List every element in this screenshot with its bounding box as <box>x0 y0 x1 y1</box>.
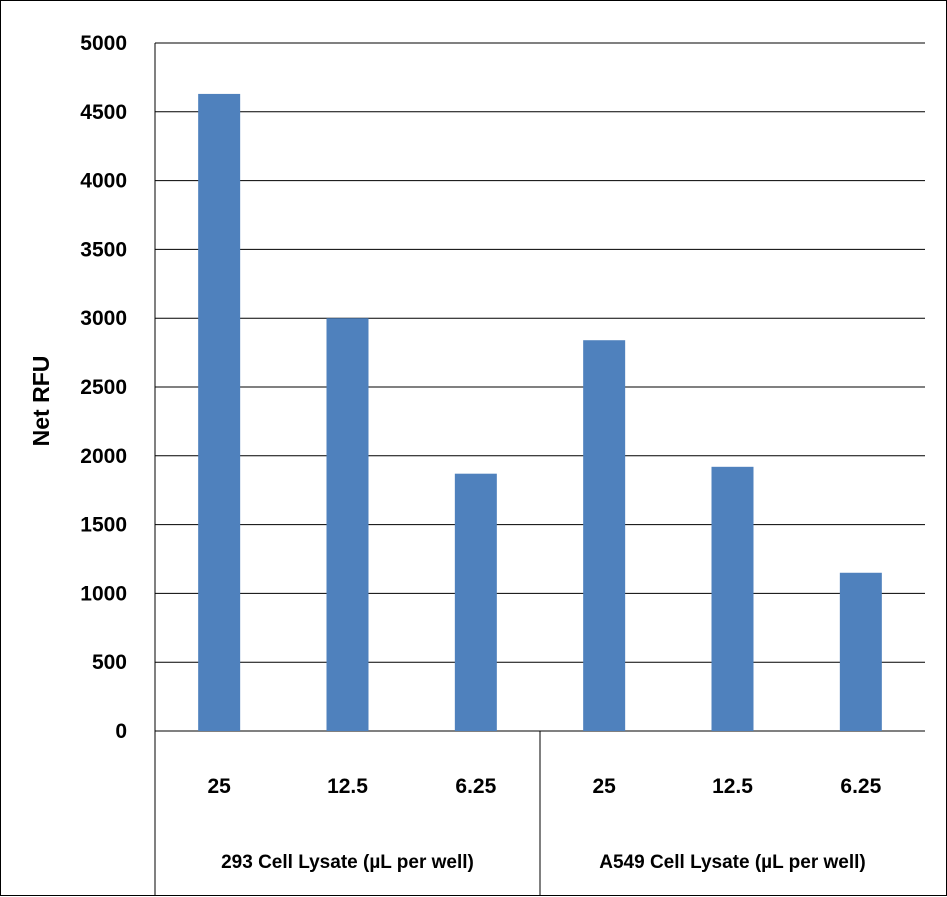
bar <box>712 467 754 731</box>
x-category-label: 12.5 <box>712 775 753 798</box>
y-tick-label: 3500 <box>80 238 127 261</box>
y-tick-label: 2000 <box>80 445 127 468</box>
y-axis-title: Net RFU <box>28 356 54 447</box>
y-tick-labels: 0 500 1000 1500 2000 2500 3000 3500 4000 4500 5000 <box>80 32 127 743</box>
y-tick-label: 1500 <box>80 514 127 537</box>
bars <box>198 94 882 731</box>
x-category-label: 12.5 <box>327 775 368 798</box>
bar <box>583 340 625 731</box>
y-tick-label: 4500 <box>80 101 127 124</box>
bar <box>327 318 369 731</box>
bar <box>840 573 882 731</box>
x-group-label: 293 Cell Lysate (µL per well) <box>221 852 474 873</box>
x-category-label: 6.25 <box>840 775 881 798</box>
x-category-label: 25 <box>207 775 231 798</box>
y-tick-label: 2500 <box>80 376 127 399</box>
y-tick-label: 0 <box>115 720 127 743</box>
y-tick-label: 4000 <box>80 170 127 193</box>
y-tick-label: 1000 <box>80 582 127 605</box>
bar <box>455 474 497 731</box>
y-tick-label: 500 <box>92 651 127 674</box>
category-axis: 25 12.5 6.25 25 12.5 6.25 293 Cell Lysate (µL … <box>207 731 881 896</box>
bar <box>198 94 240 731</box>
x-category-label: 6.25 <box>455 775 496 798</box>
y-tick-label: 3000 <box>80 307 127 330</box>
y-tick-label: 5000 <box>80 32 127 55</box>
x-category-label: 25 <box>592 775 616 798</box>
x-group-label: A549 Cell Lysate (µL per well) <box>599 852 866 873</box>
